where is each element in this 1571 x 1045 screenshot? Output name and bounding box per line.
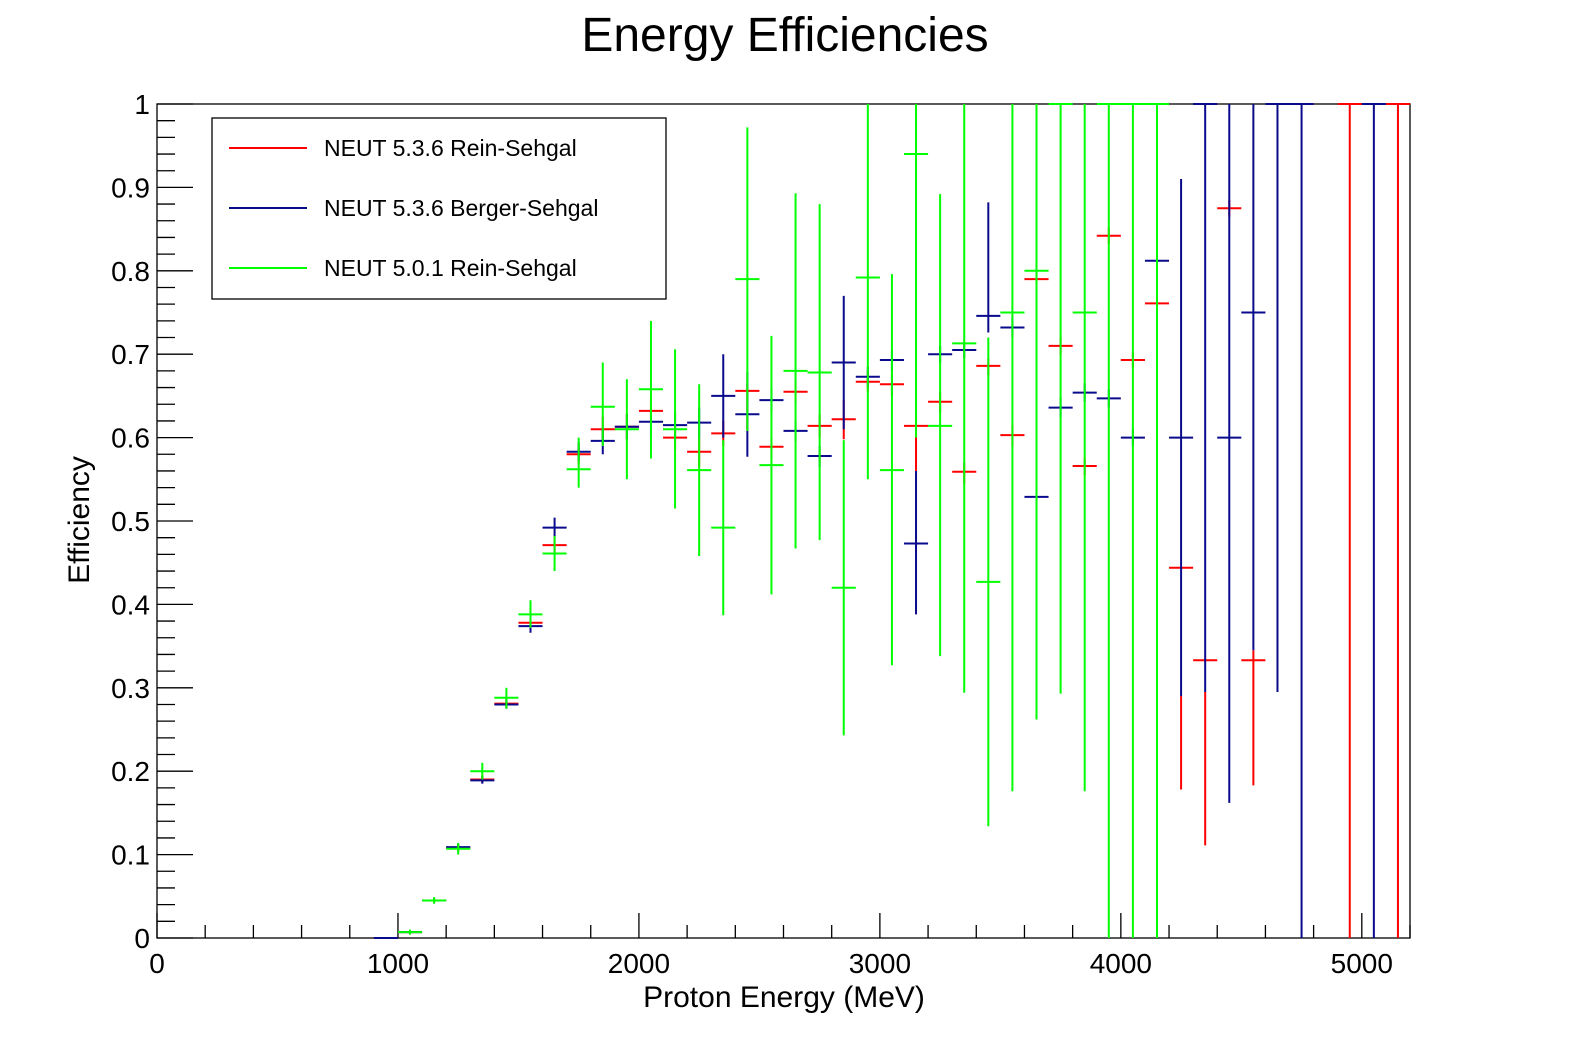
data-point — [1144, 103, 1170, 938]
data-point — [1385, 103, 1410, 938]
legend-entry-berger-sehgal: NEUT 5.3.6 Berger-Sehgal — [229, 195, 598, 221]
data-point — [422, 897, 447, 904]
y-tick-label: 0.2 — [111, 756, 150, 787]
data-point — [1193, 103, 1218, 692]
data-point — [494, 687, 519, 709]
data-point — [855, 104, 880, 480]
chart-title: Energy Efficiencies — [581, 9, 988, 62]
y-tick-label: 0.1 — [111, 840, 150, 871]
data-point — [952, 104, 977, 693]
x-tick-label: 0 — [149, 948, 165, 979]
legend: NEUT 5.3.6 Rein-Sehgal NEUT 5.3.6 Berger… — [211, 117, 667, 300]
data-point — [663, 349, 688, 509]
data-points — [373, 103, 1410, 939]
data-point — [1048, 103, 1073, 694]
x-tick-label: 2000 — [608, 948, 670, 979]
data-point — [638, 320, 664, 459]
data-point — [614, 379, 639, 480]
data-point — [1289, 103, 1314, 938]
legend-label-rein-sehgal: NEUT 5.3.6 Rein-Sehgal — [324, 135, 577, 161]
data-point — [1000, 104, 1025, 792]
y-tick-label: 0 — [134, 923, 150, 954]
data-point — [397, 929, 423, 935]
legend-entry-rein-sehgal: NEUT 5.3.6 Rein-Sehgal — [229, 135, 577, 161]
x-tick-labels: 0 1000 2000 3000 4000 5000 — [149, 948, 1393, 979]
data-point — [879, 274, 904, 666]
y-tick-label: 0.6 — [111, 423, 150, 454]
legend-entry-neut501: NEUT 5.0.1 Rein-Sehgal — [229, 255, 577, 281]
data-point — [831, 295, 856, 430]
data-point — [976, 202, 1001, 333]
data-point — [687, 384, 712, 557]
y-axis-title: Efficiency — [63, 456, 96, 584]
data-point — [446, 842, 471, 855]
data-point — [542, 536, 567, 572]
legend-label-neut501: NEUT 5.0.1 Rein-Sehgal — [324, 255, 577, 281]
data-point — [903, 470, 929, 615]
data-point — [590, 362, 615, 446]
x-tick-label: 3000 — [849, 948, 911, 979]
x-tick-label: 4000 — [1090, 948, 1152, 979]
data-point — [1337, 103, 1362, 938]
y-tick-label: 0.8 — [111, 256, 150, 287]
data-point — [976, 337, 1001, 827]
data-point — [542, 517, 567, 538]
data-point — [711, 440, 736, 616]
data-point — [1120, 103, 1145, 938]
data-point — [470, 762, 495, 780]
data-point — [518, 600, 543, 628]
data-point — [1361, 103, 1386, 938]
data-point — [711, 354, 736, 438]
y-tick-label: 0.4 — [111, 589, 150, 620]
y-tick-labels: 0 0.1 0.2 0.3 0.4 0.5 0.6 0.7 0.8 0.9 1 — [111, 89, 150, 954]
data-point — [1265, 103, 1290, 692]
data-point — [759, 335, 784, 595]
data-point — [783, 193, 808, 549]
data-point — [831, 440, 856, 736]
data-point — [1024, 104, 1049, 720]
data-point — [1096, 103, 1121, 938]
legend-label-berger-sehgal: NEUT 5.3.6 Berger-Sehgal — [324, 195, 598, 221]
data-point — [735, 127, 760, 431]
y-tick-label: 1 — [134, 89, 150, 120]
y-tick-label: 0.3 — [111, 673, 150, 704]
data-point — [807, 204, 832, 541]
series-2 — [397, 103, 1170, 938]
y-tick-label: 0.5 — [111, 506, 150, 537]
data-point — [1241, 650, 1266, 786]
x-axis-title: Proton Energy (MeV) — [643, 981, 925, 1014]
data-point — [1217, 104, 1242, 803]
data-point — [903, 104, 929, 438]
x-tick-label: 5000 — [1331, 948, 1393, 979]
y-tick-label: 0.9 — [111, 172, 150, 203]
x-tick-label: 1000 — [367, 948, 429, 979]
data-point — [1169, 179, 1194, 697]
data-point — [1241, 104, 1266, 651]
data-point — [566, 437, 591, 488]
data-point — [928, 194, 953, 657]
data-point — [1072, 104, 1097, 792]
axis-ticks — [156, 103, 1411, 939]
y-tick-label: 0.7 — [111, 339, 150, 370]
